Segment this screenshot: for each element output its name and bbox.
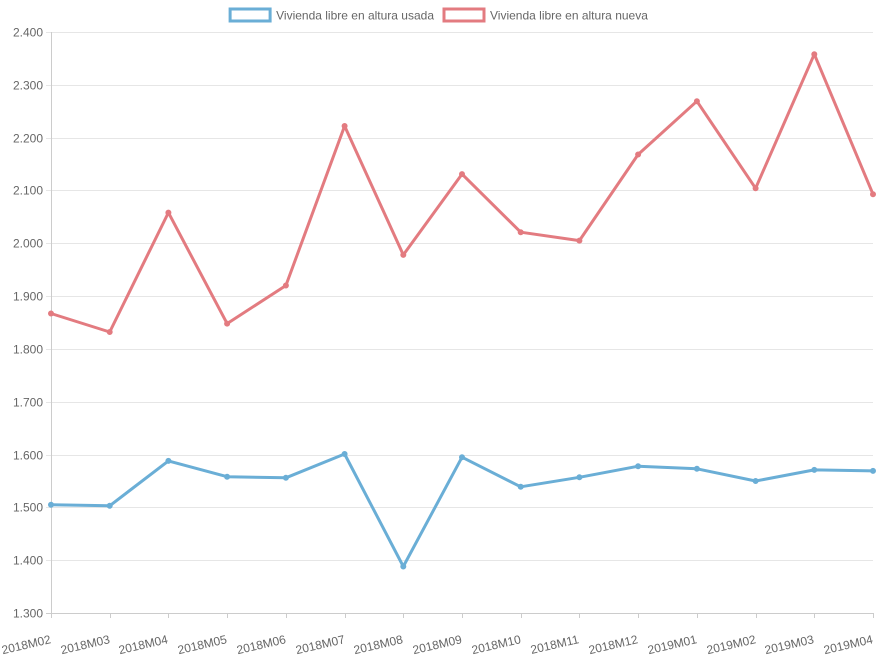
legend-item-2: Vivienda libre en altura nueva bbox=[442, 7, 648, 23]
data-point bbox=[106, 502, 113, 509]
data-point bbox=[400, 563, 407, 570]
y-tick-label: 1.600 bbox=[13, 449, 43, 463]
legend-item-1: Vivienda libre en altura usada bbox=[228, 7, 434, 23]
x-tick-label: 2019M03 bbox=[763, 632, 815, 657]
series-line-2 bbox=[49, 52, 875, 334]
data-point bbox=[870, 467, 876, 474]
data-point bbox=[752, 478, 759, 484]
y-tick-label: 1.300 bbox=[13, 607, 43, 621]
x-tick-label: 2019M04 bbox=[822, 632, 874, 657]
gridlines bbox=[46, 32, 874, 618]
legend: Vivienda libre en altura usada Vivienda l… bbox=[228, 7, 648, 23]
x-tick-label: 2019M01 bbox=[646, 632, 698, 657]
y-tick-label: 1.500 bbox=[13, 501, 43, 515]
y-axis: 1.300 1.400 1.500 1.600 1.700 1.800 1.900 2.000… bbox=[13, 26, 43, 621]
x-axis: 2018M02 2018M03 2018M04 2018M05 2018M06 2018M… bbox=[0, 632, 874, 657]
data-point bbox=[282, 474, 289, 481]
legend-label: Vivienda libre en altura nueva bbox=[490, 9, 648, 23]
data-point bbox=[693, 98, 700, 105]
data-point bbox=[224, 473, 231, 480]
data-point bbox=[165, 209, 172, 216]
x-tick-label: 2018M11 bbox=[529, 632, 580, 657]
y-tick-label: 2.200 bbox=[13, 132, 43, 146]
x-tick-label: 2018M03 bbox=[59, 632, 111, 657]
data-point bbox=[693, 465, 700, 472]
x-tick-label: 2018M06 bbox=[235, 632, 287, 657]
data-point bbox=[459, 454, 465, 461]
y-tick-label: 1.800 bbox=[13, 343, 43, 357]
data-point bbox=[224, 320, 231, 327]
x-tick-label: 2018M08 bbox=[352, 632, 404, 657]
data-point bbox=[282, 282, 289, 289]
series-line-1 bbox=[49, 452, 875, 568]
data-point bbox=[752, 185, 759, 192]
data-point bbox=[635, 151, 642, 158]
y-tick-label: 2.400 bbox=[13, 26, 43, 40]
x-tick-label: 2018M05 bbox=[176, 632, 228, 657]
x-tick-label: 2018M10 bbox=[470, 632, 522, 657]
data-point bbox=[400, 251, 407, 258]
x-tick-label: 2018M12 bbox=[587, 632, 639, 657]
data-point bbox=[165, 457, 172, 464]
data-point bbox=[576, 237, 583, 244]
data-point bbox=[811, 466, 818, 473]
data-point bbox=[341, 123, 348, 129]
data-point bbox=[811, 51, 818, 58]
y-tick-label: 1.900 bbox=[13, 290, 43, 304]
x-tick-label: 2018M09 bbox=[411, 632, 463, 657]
series-group bbox=[48, 51, 876, 570]
data-point bbox=[341, 451, 348, 457]
data-point bbox=[106, 329, 113, 335]
x-tick-label: 2018M07 bbox=[294, 632, 346, 657]
y-tick-label: 2.000 bbox=[13, 237, 43, 251]
legend-swatch bbox=[228, 7, 272, 23]
x-tick-label: 2018M04 bbox=[117, 632, 169, 657]
data-point bbox=[459, 171, 465, 178]
x-tick-label: 2018M02 bbox=[0, 632, 52, 657]
data-point bbox=[48, 310, 54, 317]
legend-swatch bbox=[442, 7, 486, 23]
y-tick-label: 1.400 bbox=[13, 554, 43, 568]
y-tick-label: 2.100 bbox=[13, 184, 43, 198]
legend-label: Vivienda libre en altura usada bbox=[276, 9, 434, 23]
x-tick-label: 2019M02 bbox=[705, 632, 757, 657]
y-tick-label: 2.300 bbox=[13, 79, 43, 93]
data-point bbox=[635, 463, 642, 470]
data-point bbox=[517, 483, 524, 490]
data-point bbox=[517, 229, 524, 236]
data-point bbox=[48, 501, 54, 508]
data-point bbox=[870, 191, 876, 198]
data-point bbox=[576, 474, 583, 481]
y-tick-label: 1.700 bbox=[13, 396, 43, 410]
